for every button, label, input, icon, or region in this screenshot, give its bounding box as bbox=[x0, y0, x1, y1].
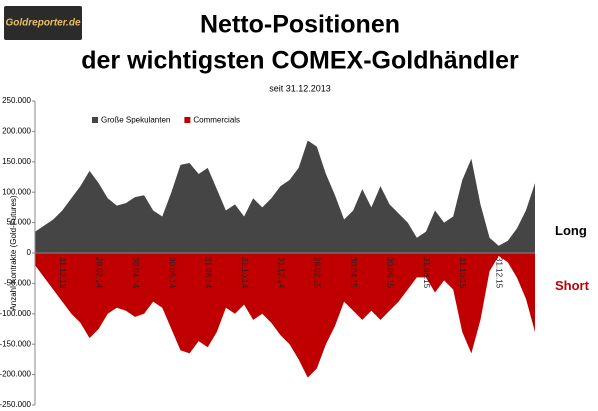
x-tick-label: 31.10.15 bbox=[458, 257, 467, 289]
x-tick-label: 31.12.15 bbox=[495, 257, 504, 289]
legend-swatch bbox=[184, 117, 191, 123]
area bbox=[35, 253, 535, 378]
y-tick-label: 250.000 bbox=[2, 96, 31, 105]
x-tick-label: 31.12.13 bbox=[58, 257, 67, 289]
y-tick-label: -150.000 bbox=[0, 339, 32, 348]
y-tick-label: 200.000 bbox=[2, 127, 31, 136]
chart-title: Netto-Positionen bbox=[200, 11, 400, 39]
x-tick-label: 28.02.14 bbox=[95, 257, 104, 289]
y-tick-label: 0 bbox=[27, 248, 32, 257]
y-tick-label: -100.000 bbox=[0, 309, 32, 318]
legend-swatch bbox=[92, 117, 98, 123]
legend-label: Große Spekulanten bbox=[101, 116, 170, 125]
y-tick-label: 150.000 bbox=[2, 157, 31, 166]
chart-subtitle: seit 31.12.2013 bbox=[269, 83, 331, 93]
y-tick-label: 100.000 bbox=[2, 187, 31, 196]
x-tick-label: 30.06.14 bbox=[167, 257, 176, 289]
logo-box bbox=[4, 6, 82, 40]
annotation: Short bbox=[555, 278, 590, 293]
x-tick-label: 31.08.15 bbox=[422, 257, 431, 289]
x-tick-label: 30.06.15 bbox=[385, 257, 394, 289]
y-tick-label: -200.000 bbox=[0, 370, 32, 379]
annotation: Long bbox=[555, 223, 587, 238]
x-tick-label: 28.02.15 bbox=[313, 257, 322, 289]
area bbox=[35, 140, 535, 253]
x-tick-label: 30.04.15 bbox=[349, 257, 358, 289]
x-tick-label: 31.10.14 bbox=[240, 257, 249, 289]
y-tick-label: 50.000 bbox=[7, 218, 32, 227]
y-axis-label: Anzahl Kontrakte (Gold-Futures) bbox=[9, 195, 18, 310]
x-tick-label: 31.08.14 bbox=[204, 257, 213, 289]
y-tick-label: -250.000 bbox=[0, 400, 32, 409]
x-tick-label: 30.04.14 bbox=[131, 257, 140, 289]
y-tick-label: -50.000 bbox=[4, 279, 32, 288]
logo: Goldreporter.de bbox=[5, 18, 80, 29]
legend-label: Commercials bbox=[193, 116, 240, 125]
chart-title: der wichtigsten COMEX-Goldhändler bbox=[81, 47, 519, 75]
x-tick-label: 31.12.14 bbox=[276, 257, 285, 289]
